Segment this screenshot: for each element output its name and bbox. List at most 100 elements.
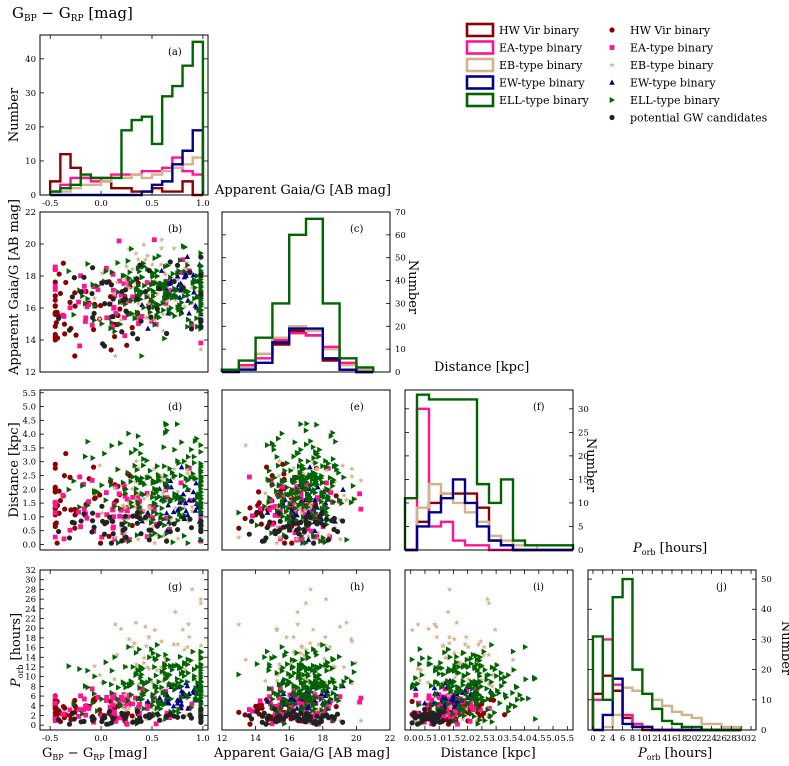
y-tick-label: 1.5 <box>22 499 36 509</box>
point-ell <box>161 700 167 707</box>
point-ell <box>305 458 312 465</box>
y-tick-label: 0.0 <box>22 540 36 550</box>
y-tick-label: 14 <box>25 336 36 346</box>
point-hw <box>90 326 97 333</box>
point-ew <box>163 510 170 516</box>
point-ell <box>299 462 306 469</box>
point-ea <box>52 534 58 540</box>
point-eb <box>341 664 347 670</box>
legend-marker-hw <box>609 27 615 33</box>
point-ell <box>80 482 86 489</box>
point-ell <box>462 708 468 715</box>
point-hw <box>247 505 253 511</box>
point-ea <box>453 711 458 716</box>
point-ell <box>172 686 178 693</box>
point-ell <box>349 499 355 506</box>
point-ell <box>300 480 307 487</box>
point-gw <box>313 519 319 525</box>
point-hw <box>129 325 135 331</box>
point-ell <box>468 710 475 717</box>
point-ell <box>198 481 204 488</box>
point-ell <box>71 700 77 707</box>
point-gw <box>171 278 177 285</box>
point-ea <box>130 294 136 300</box>
legend-swatch-hw <box>465 22 495 38</box>
point-eb <box>99 679 105 685</box>
x-tick-label: 14 <box>657 734 668 744</box>
point-ell <box>176 709 182 716</box>
point-eb <box>184 466 191 473</box>
point-gw <box>174 526 181 533</box>
point-ell <box>325 460 332 467</box>
point-ell <box>497 700 503 707</box>
point-ell <box>323 509 329 516</box>
point-ell <box>236 509 242 516</box>
point-ea <box>52 694 58 700</box>
point-ell <box>290 663 297 670</box>
point-ea <box>299 536 305 542</box>
point-ell <box>109 667 116 674</box>
point-ell <box>454 689 460 696</box>
point-eb <box>185 621 192 627</box>
x-tick-label: 20 <box>686 734 697 744</box>
point-ell <box>130 663 137 670</box>
point-hw <box>289 540 295 546</box>
point-ell <box>339 500 345 507</box>
point-ell <box>158 515 164 522</box>
point-ell <box>127 682 133 689</box>
point-ell <box>138 441 145 448</box>
point-ell <box>292 657 298 664</box>
point-ell <box>337 497 343 504</box>
point-eb <box>96 315 103 322</box>
point-ea <box>77 707 83 712</box>
point-ell <box>71 311 77 318</box>
point-ea <box>324 480 329 486</box>
point-gw <box>248 518 255 524</box>
point-ell <box>151 304 158 311</box>
point-ell <box>134 485 140 492</box>
point-ea <box>163 301 169 306</box>
point-ell <box>178 472 185 479</box>
point-ea <box>304 481 310 487</box>
point-gw <box>187 516 193 522</box>
point-eb <box>349 638 355 644</box>
point-ell <box>198 664 204 671</box>
point-ell <box>179 683 185 690</box>
point-eb <box>433 666 440 672</box>
axes-frame <box>39 389 209 551</box>
panel-j: 0 2 4 6 8 10 12 14 16 18 20 22 24 26 28 30 3201020304050… <box>587 569 772 744</box>
hist-eb <box>220 325 375 372</box>
point-ell <box>95 488 101 495</box>
point-ell <box>510 689 516 696</box>
point-ew <box>177 697 184 703</box>
point-eb <box>337 717 344 724</box>
point-ell <box>494 662 500 669</box>
point-ell <box>287 500 294 507</box>
point-ea <box>52 503 58 509</box>
point-ell <box>169 469 176 476</box>
point-ell <box>304 420 310 427</box>
point-gw <box>198 272 204 278</box>
point-ell <box>454 653 460 660</box>
point-gw <box>81 511 87 517</box>
point-ell <box>150 479 156 486</box>
point-eb <box>484 596 491 602</box>
point-ell <box>147 309 154 316</box>
point-eb <box>162 486 169 492</box>
point-ell <box>510 648 517 655</box>
point-gw <box>272 706 278 712</box>
point-eb <box>292 703 299 710</box>
point-eb <box>111 290 118 297</box>
point-ell <box>137 505 143 512</box>
point-ell <box>275 435 282 442</box>
y-tick-label: 40 <box>25 55 36 65</box>
point-eb <box>352 660 359 666</box>
legend-swatch-eb <box>465 57 495 73</box>
point-ea <box>144 280 150 285</box>
point-ew <box>264 698 271 704</box>
y-tick-label: 32 <box>25 566 36 576</box>
point-gw <box>146 304 152 311</box>
point-ell <box>198 462 204 469</box>
point-ell <box>325 505 331 512</box>
point-ea <box>60 711 66 717</box>
